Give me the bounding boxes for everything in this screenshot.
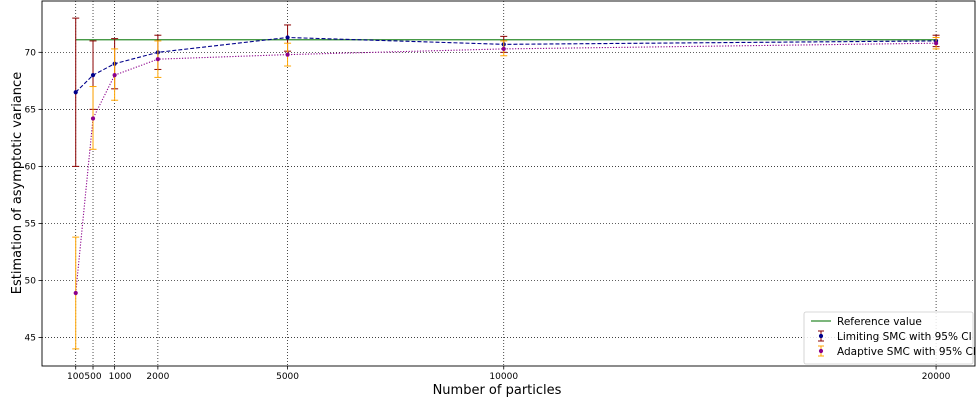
- legend-reference-label: Reference value: [837, 316, 922, 328]
- series-line: [75, 36, 937, 93]
- legend-marker: [818, 348, 824, 354]
- x-tick-label: 1000: [109, 372, 132, 382]
- x-tick-label: 500: [84, 372, 101, 382]
- y-tick-label: 65: [25, 105, 36, 115]
- data-point: [501, 46, 506, 52]
- x-axis-label: Number of particles: [433, 383, 562, 398]
- data-point: [933, 41, 939, 46]
- y-tick-label: 55: [25, 219, 36, 229]
- legend-marker: [818, 333, 824, 339]
- y-tick-label: 60: [25, 162, 37, 172]
- legend-box: [803, 311, 974, 365]
- x-tick-label: 10000: [489, 372, 518, 382]
- data-point: [112, 73, 117, 78]
- data-point: [285, 35, 290, 40]
- legend-limiting-label: Limiting SMC with 95% CI: [837, 331, 972, 343]
- y-tick-label: 50: [25, 276, 37, 286]
- data-point: [73, 90, 78, 95]
- x-tick-label: 2000: [146, 372, 169, 382]
- y-tick-label: 70: [25, 48, 37, 58]
- legend: Reference value Limiting SMC with 95% CI…: [803, 311, 976, 365]
- y-axis-ticks: 45 50 55 60 65 70: [25, 48, 42, 343]
- series-layer: [72, 17, 940, 350]
- x-tick-label: 20000: [922, 372, 951, 382]
- y-tick-label: 45: [25, 333, 36, 343]
- x-axis-ticks: 100 500 1000 2000 5000 10000 20000: [67, 366, 951, 382]
- y-axis-label: Estimation of asymptotic variance: [10, 72, 25, 294]
- legend-adaptive-label: Adaptive SMC with 95% CI: [837, 346, 976, 358]
- legend-adaptive-swatch: [818, 345, 824, 357]
- data-point: [73, 290, 78, 296]
- series-adaptive-smc: [72, 37, 940, 350]
- x-tick-label: 5000: [276, 372, 299, 382]
- series-line: [75, 42, 937, 294]
- grid: [42, 1, 975, 366]
- x-tick-label: 100: [67, 372, 84, 382]
- data-point: [285, 52, 290, 57]
- legend-limiting-swatch: [818, 330, 824, 342]
- plot-area-frame: [41, 0, 976, 367]
- data-point: [155, 57, 160, 62]
- data-point: [90, 73, 96, 78]
- data-point: [90, 116, 96, 121]
